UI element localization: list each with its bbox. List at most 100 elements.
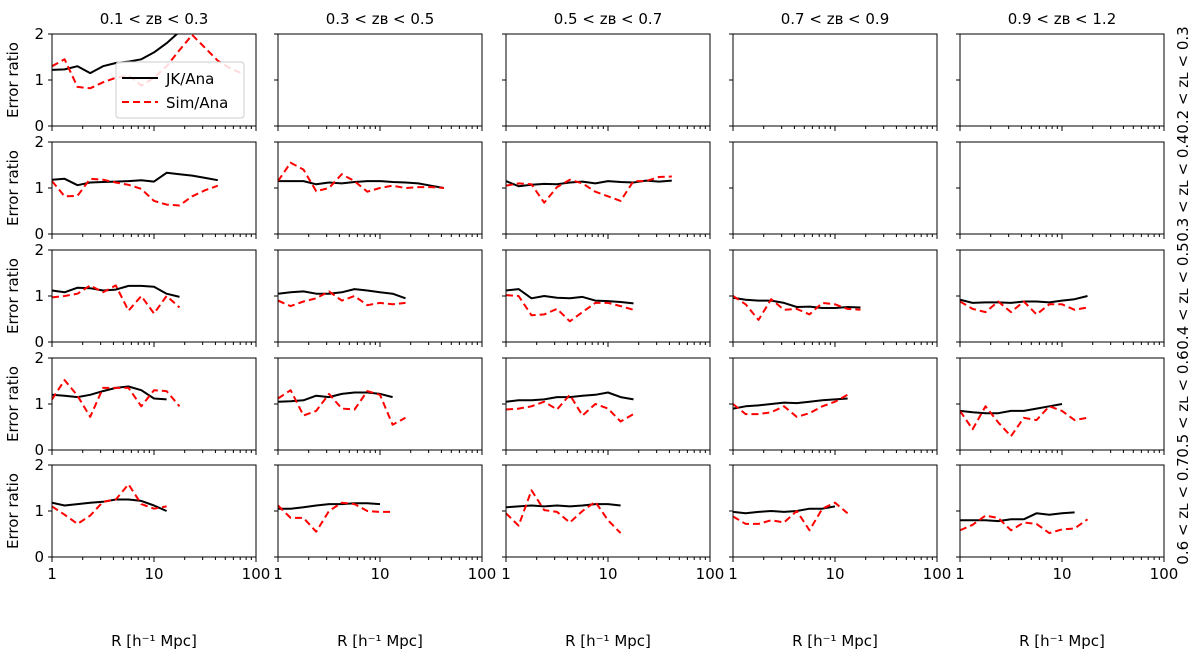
x-tick-label: 100 <box>696 565 725 583</box>
jk-ana-line <box>960 403 1063 415</box>
legend-jk-label: JK/Ana <box>165 70 214 88</box>
jk-ana-line <box>278 180 444 189</box>
sim-ana-line <box>52 379 181 418</box>
sim-ana-line <box>506 294 634 323</box>
x-tick-label: 10 <box>144 565 163 583</box>
panel-r1-c4 <box>729 33 938 131</box>
panel-r3-c2 <box>274 249 483 347</box>
panel-frame <box>732 33 938 127</box>
sim-ana-line <box>960 514 1089 535</box>
y-tick-label: 2 <box>34 25 44 43</box>
jk-ana-line <box>52 34 179 75</box>
panel-r4-c1: 0 1 2 <box>34 349 257 459</box>
y-tick-label: 1 <box>34 179 44 197</box>
jk-ana-line <box>278 288 406 300</box>
panel-frame <box>51 33 257 127</box>
panel-frame <box>51 464 257 558</box>
panel-r2-c3 <box>502 141 711 239</box>
row-label: 0.2 < zʟ < 0.3 <box>1174 26 1192 133</box>
panel-frame <box>277 357 483 451</box>
jk-ana-line <box>506 503 621 509</box>
panel-r5-c2: 1 10 100 <box>273 464 497 583</box>
panel-frame <box>732 464 938 558</box>
panel-frame <box>732 141 938 235</box>
jk-ana-line <box>733 505 836 515</box>
y-tick-label: 0 <box>34 225 44 243</box>
panel-frame <box>959 33 1165 127</box>
panel-r3-c4 <box>729 249 938 347</box>
sim-ana-line <box>278 290 406 308</box>
sim-ana-line <box>278 161 444 193</box>
legend-sim-label: Sim/Ana <box>166 94 228 112</box>
panel-r4-c5 <box>956 357 1165 455</box>
jk-ana-line <box>506 179 672 188</box>
panel-frame <box>51 141 257 235</box>
row-label: 0.6 < zʟ < 0.7 <box>1174 457 1192 564</box>
panel-r2-c1: 0 1 2 <box>34 133 257 243</box>
panel-r1-c2 <box>274 33 483 131</box>
panel-r3-c3 <box>502 249 711 347</box>
x-tick-label: 1 <box>955 565 965 583</box>
y-tick-label: 2 <box>34 456 44 474</box>
panel-frame <box>505 249 711 343</box>
x-tick-label: 1 <box>47 565 57 583</box>
column-title: 0.3 < zʙ < 0.5 <box>326 10 435 28</box>
x-tick-label: 10 <box>1052 565 1071 583</box>
x-axis-label: R [h⁻¹ Mpc] <box>1019 632 1105 650</box>
panel-frame <box>505 357 711 451</box>
panel-frame <box>732 249 938 343</box>
y-axis-label: Error ratio <box>4 150 22 226</box>
sim-ana-line <box>733 295 861 321</box>
y-axis-label: Error ratio <box>4 42 22 118</box>
legend-box <box>115 61 245 119</box>
y-tick-label: 1 <box>34 502 44 520</box>
y-axis-label: Error ratio <box>4 473 22 549</box>
jk-ana-line <box>733 397 848 410</box>
column-title: 0.1 < zʙ < 0.3 <box>100 10 209 28</box>
panel-r3-c1: 0 1 2 <box>34 241 257 351</box>
jk-ana-line <box>52 385 167 401</box>
jk-ana-line <box>960 511 1075 523</box>
y-axis-label: Error ratio <box>4 258 22 334</box>
x-tick-label: 100 <box>242 565 271 583</box>
panel-frame <box>959 357 1165 451</box>
sim-ana-line <box>52 177 219 207</box>
row-label: 0.3 < zʟ < 0.4 <box>1174 134 1192 241</box>
x-tick-label: 100 <box>468 565 497 583</box>
y-tick-label: 0 <box>34 333 44 351</box>
panel-r1-c3 <box>502 33 711 131</box>
panel-frame <box>959 464 1165 558</box>
panel-r2-c4 <box>729 141 938 239</box>
panel-frame <box>277 249 483 343</box>
panel-r2-c5 <box>956 141 1165 239</box>
panel-r5-c5: 1 10 100 <box>955 464 1178 583</box>
jk-ana-line <box>52 284 180 298</box>
legend: JK/Ana Sim/Ana <box>115 61 245 119</box>
column-title: 0.9 < zʙ < 1.2 <box>1008 10 1117 28</box>
x-tick-label: 10 <box>598 565 617 583</box>
y-tick-label: 1 <box>34 71 44 89</box>
panel-r5-c3: 1 10 100 <box>501 464 725 583</box>
x-tick-label: 100 <box>923 565 952 583</box>
column-title: 0.7 < zʙ < 0.9 <box>781 10 890 28</box>
panel-frame <box>505 141 711 235</box>
x-axis-label: R [h⁻¹ Mpc] <box>792 632 878 650</box>
panel-frame <box>732 357 938 451</box>
y-axis-label: Error ratio <box>4 366 22 442</box>
panel-r1-c5 <box>956 33 1165 131</box>
panel-r4-c2 <box>274 357 483 455</box>
x-tick-label: 1 <box>728 565 738 583</box>
jk-ana-line <box>52 171 218 187</box>
panel-r5-c4: 1 10 100 <box>728 464 952 583</box>
x-tick-label: 1 <box>501 565 511 583</box>
sim-ana-line <box>52 284 181 315</box>
x-axis-label: R [h⁻¹ Mpc] <box>337 632 423 650</box>
panel-frame <box>277 141 483 235</box>
sim-ana-line <box>960 405 1088 438</box>
panel-r4-c3 <box>502 357 711 455</box>
jk-ana-line <box>278 502 381 510</box>
row-label: 0.4 < zʟ < 0.5 <box>1174 242 1192 349</box>
y-tick-label: 2 <box>34 349 44 367</box>
column-title: 0.5 < zʙ < 0.7 <box>554 10 663 28</box>
